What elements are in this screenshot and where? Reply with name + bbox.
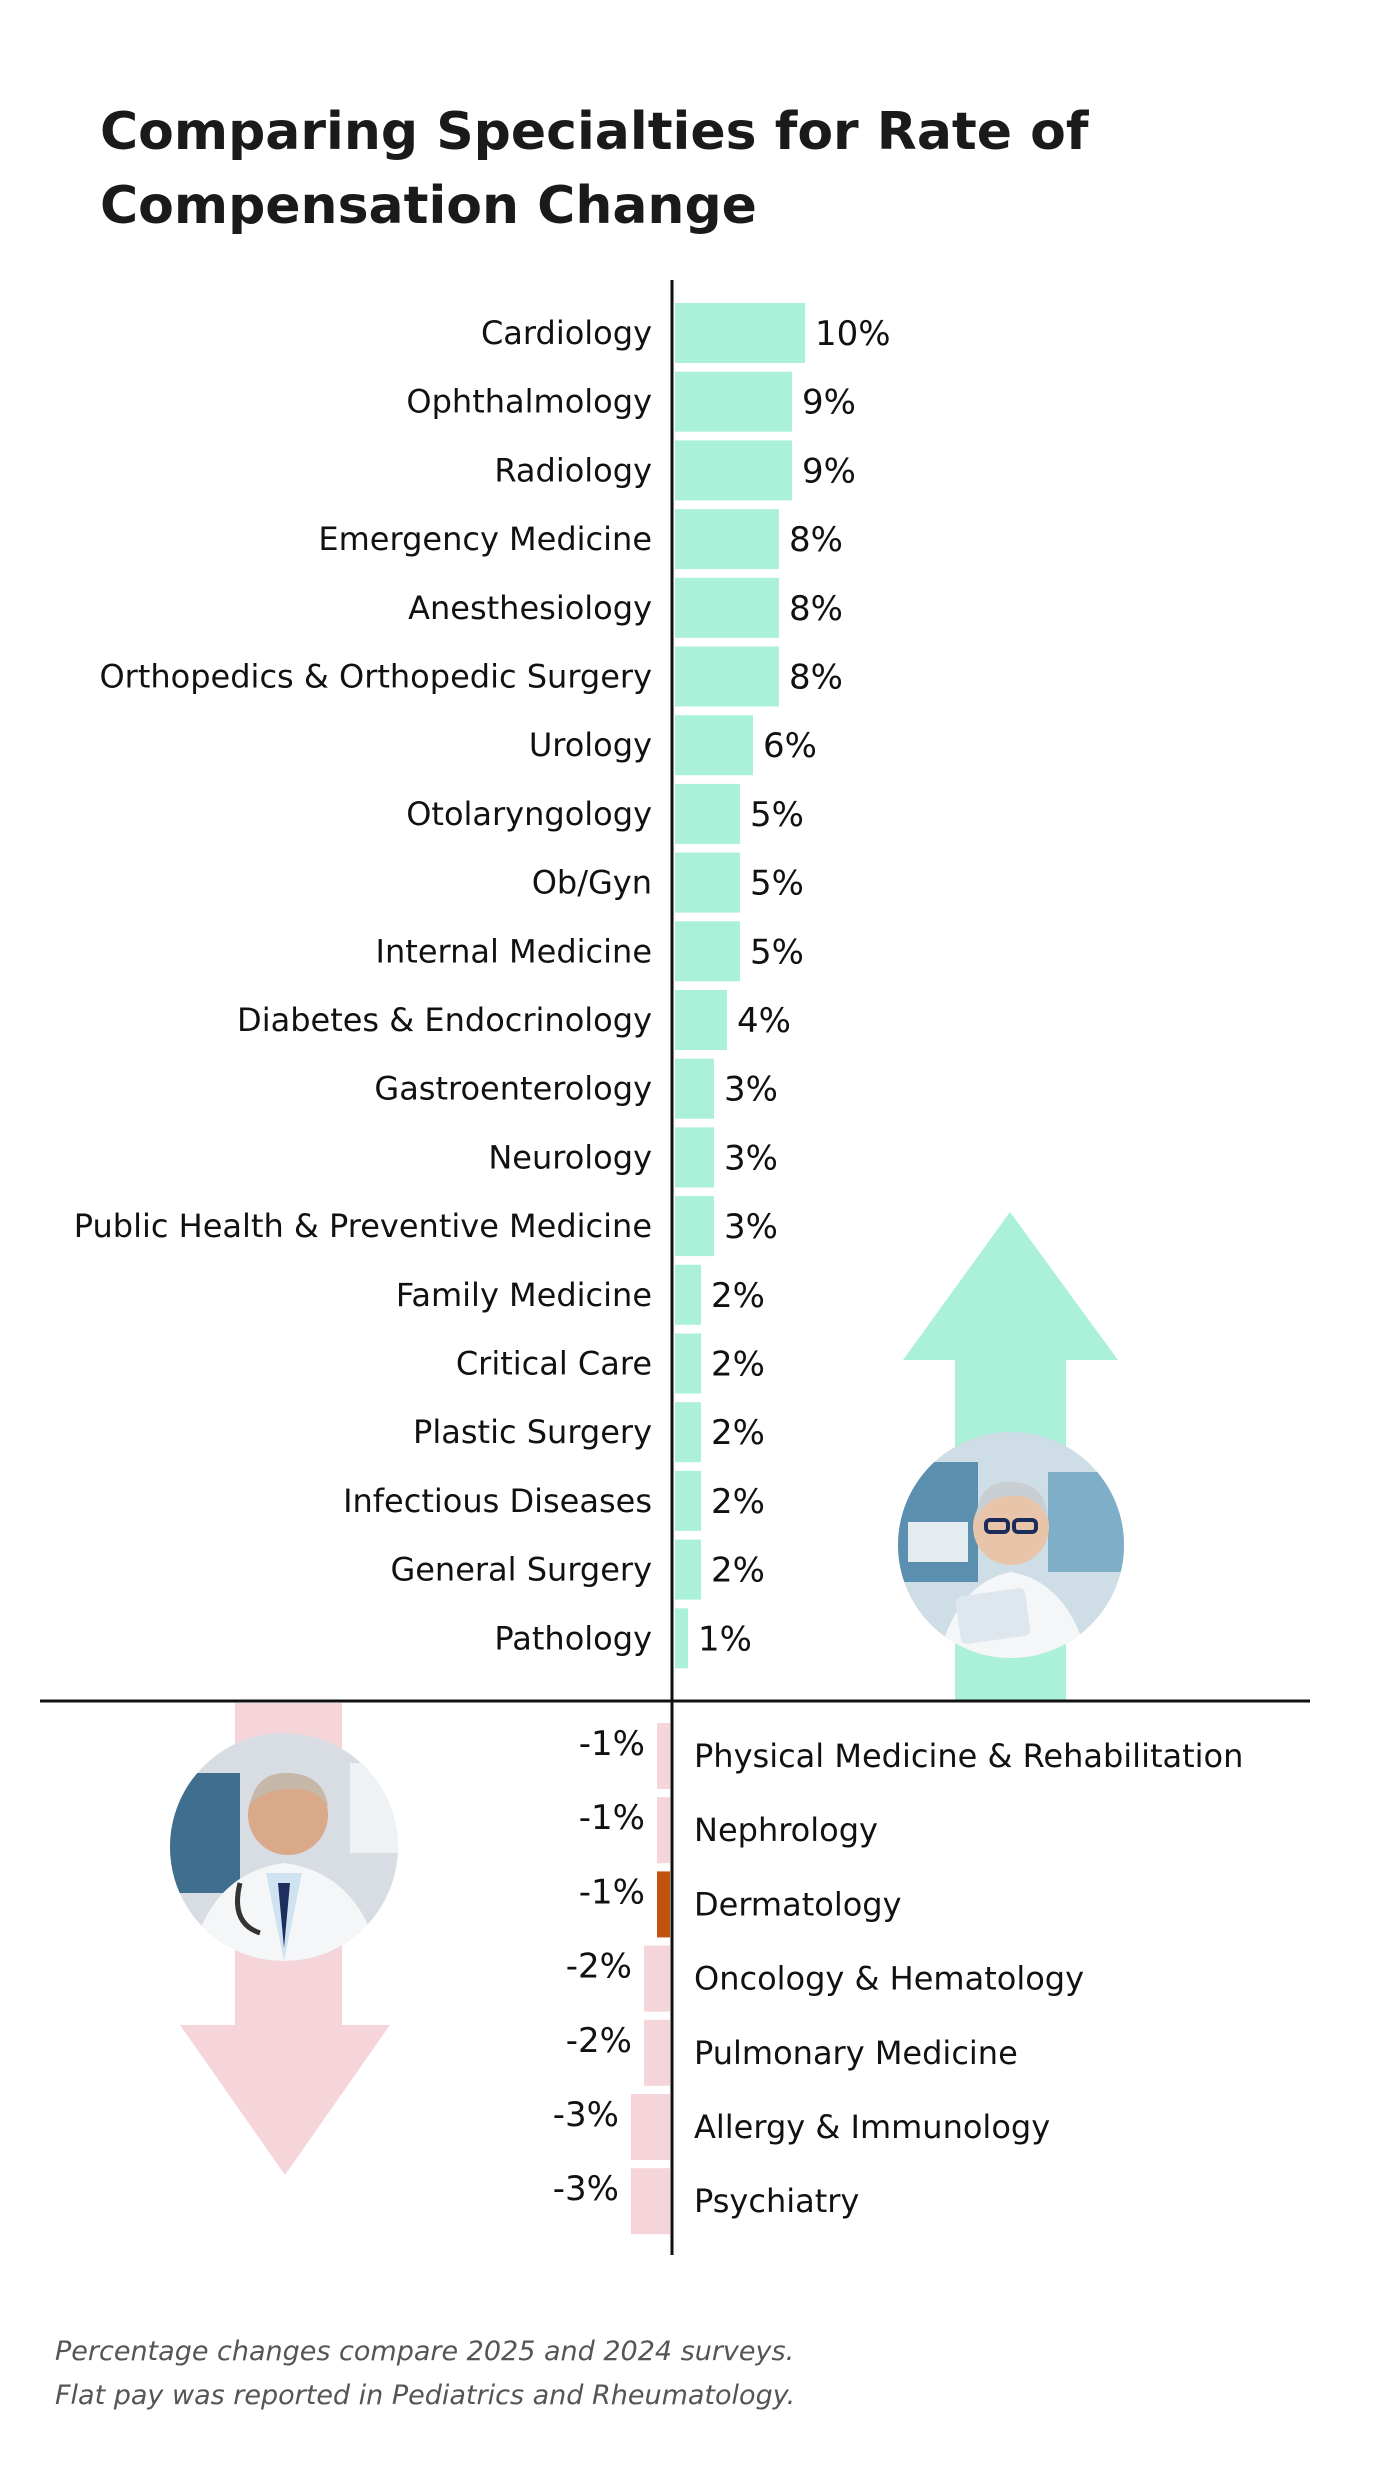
bar-nephrology bbox=[657, 1797, 670, 1864]
category-label-urology: Urology bbox=[529, 726, 652, 764]
bar-orthopedics-and-orthopedic-surgery bbox=[675, 646, 779, 707]
bar-general-surgery bbox=[675, 1539, 701, 1600]
bar-allergy-and-immunology bbox=[631, 2094, 670, 2160]
bar-dermatology bbox=[657, 1871, 670, 1938]
value-label-family-medicine: 2% bbox=[711, 1276, 765, 1316]
category-label-nephrology: Nephrology bbox=[694, 1811, 878, 1849]
value-label-plastic-surgery: 2% bbox=[711, 1413, 765, 1453]
value-label-diabetes-and-endocrinology: 4% bbox=[737, 1001, 791, 1041]
category-label-pathology: Pathology bbox=[494, 1619, 652, 1657]
value-label-otolaryngology: 5% bbox=[750, 795, 804, 835]
bar-pathology bbox=[675, 1608, 688, 1669]
value-label-physical-medicine-and-rehabilitation: -1% bbox=[579, 1724, 645, 1764]
value-label-orthopedics-and-orthopedic-surgery: 8% bbox=[789, 658, 843, 698]
value-label-gastroenterology: 3% bbox=[724, 1070, 778, 1110]
value-label-oncology-and-hematology: -2% bbox=[566, 1947, 632, 1987]
bar-infectious-diseases bbox=[675, 1470, 701, 1531]
bar-psychiatry bbox=[631, 2168, 670, 2235]
value-label-ob-gyn: 5% bbox=[750, 864, 804, 904]
value-label-urology: 6% bbox=[763, 726, 817, 766]
bar-ob-gyn bbox=[675, 852, 740, 913]
category-label-anesthesiology: Anesthesiology bbox=[408, 589, 652, 627]
value-label-pathology: 1% bbox=[698, 1619, 752, 1659]
bar-gastroenterology bbox=[675, 1058, 714, 1119]
value-label-ophthalmology: 9% bbox=[802, 383, 856, 423]
value-label-critical-care: 2% bbox=[711, 1345, 765, 1385]
value-label-neurology: 3% bbox=[724, 1138, 778, 1178]
value-label-infectious-diseases: 2% bbox=[711, 1482, 765, 1522]
category-label-radiology: Radiology bbox=[494, 451, 652, 489]
category-label-emergency-medicine: Emergency Medicine bbox=[318, 520, 652, 558]
bar-physical-medicine-and-rehabilitation bbox=[657, 1723, 670, 1789]
negative-bars: Physical Medicine & Rehabilitation -1% Nep… bbox=[553, 1723, 1243, 2235]
category-label-ob-gyn: Ob/Gyn bbox=[532, 864, 652, 902]
category-label-diabetes-and-endocrinology: Diabetes & Endocrinology bbox=[237, 1001, 652, 1039]
category-label-internal-medicine: Internal Medicine bbox=[376, 932, 652, 970]
category-label-critical-care: Critical Care bbox=[456, 1345, 652, 1383]
bar-ophthalmology bbox=[675, 371, 792, 432]
bar-family-medicine bbox=[675, 1264, 701, 1325]
category-label-pulmonary-medicine: Pulmonary Medicine bbox=[694, 2034, 1018, 2072]
male-doctor-photo bbox=[170, 1733, 398, 1961]
bar-urology bbox=[675, 715, 753, 776]
bar-diabetes-and-endocrinology bbox=[675, 990, 727, 1050]
category-label-physical-medicine-and-rehabilitation: Physical Medicine & Rehabilitation bbox=[694, 1737, 1243, 1775]
category-label-plastic-surgery: Plastic Surgery bbox=[413, 1413, 652, 1451]
value-label-internal-medicine: 5% bbox=[750, 932, 804, 972]
chart-title: Comparing Specialties for Rate of Compen… bbox=[100, 102, 1089, 236]
female-doctor-photo bbox=[898, 1432, 1124, 1658]
footnote-line-2: Flat pay was reported in Pediatrics and … bbox=[55, 2380, 796, 2411]
bar-public-health-and-preventive-medicine bbox=[675, 1196, 714, 1257]
category-label-family-medicine: Family Medicine bbox=[396, 1276, 652, 1314]
category-label-cardiology: Cardiology bbox=[481, 314, 652, 352]
category-label-oncology-and-hematology: Oncology & Hematology bbox=[694, 1960, 1084, 1998]
bar-plastic-surgery bbox=[675, 1402, 701, 1463]
bar-otolaryngology bbox=[675, 783, 740, 844]
bar-critical-care bbox=[675, 1333, 701, 1394]
value-label-general-surgery: 2% bbox=[711, 1551, 765, 1591]
category-label-dermatology: Dermatology bbox=[694, 1885, 902, 1923]
value-label-anesthesiology: 8% bbox=[789, 589, 843, 629]
bar-radiology bbox=[675, 440, 792, 501]
category-label-neurology: Neurology bbox=[488, 1138, 652, 1176]
category-label-orthopedics-and-orthopedic-surgery: Orthopedics & Orthopedic Surgery bbox=[99, 658, 652, 696]
positive-bars: Cardiology 10% Ophthalmology 9% Radiology 9% E… bbox=[74, 303, 891, 1669]
bar-cardiology bbox=[675, 303, 805, 363]
bar-neurology bbox=[675, 1127, 714, 1188]
bar-oncology-and-hematology bbox=[644, 1945, 670, 2012]
category-label-ophthalmology: Ophthalmology bbox=[406, 383, 652, 421]
value-label-dermatology: -1% bbox=[579, 1872, 645, 1912]
value-label-cardiology: 10% bbox=[815, 314, 891, 354]
bar-anesthesiology bbox=[675, 577, 779, 638]
category-label-gastroenterology: Gastroenterology bbox=[374, 1070, 652, 1108]
value-label-allergy-and-immunology: -3% bbox=[553, 2095, 619, 2135]
category-label-psychiatry: Psychiatry bbox=[694, 2182, 859, 2220]
footnote-line-1: Percentage changes compare 2025 and 2024… bbox=[55, 2336, 795, 2367]
category-label-general-surgery: General Surgery bbox=[390, 1551, 652, 1589]
value-label-emergency-medicine: 8% bbox=[789, 520, 843, 560]
footnote: Percentage changes compare 2025 and 2024… bbox=[55, 2330, 795, 2418]
value-label-nephrology: -1% bbox=[579, 1798, 645, 1838]
category-label-infectious-diseases: Infectious Diseases bbox=[343, 1482, 652, 1520]
value-label-pulmonary-medicine: -2% bbox=[566, 2021, 632, 2061]
bar-pulmonary-medicine bbox=[644, 2019, 670, 2086]
category-label-public-health-and-preventive-medicine: Public Health & Preventive Medicine bbox=[74, 1207, 652, 1245]
value-label-psychiatry: -3% bbox=[553, 2169, 619, 2209]
bar-internal-medicine bbox=[675, 921, 740, 982]
category-label-allergy-and-immunology: Allergy & Immunology bbox=[694, 2108, 1050, 2146]
value-label-radiology: 9% bbox=[802, 451, 856, 491]
value-label-public-health-and-preventive-medicine: 3% bbox=[724, 1207, 778, 1247]
category-label-otolaryngology: Otolaryngology bbox=[406, 795, 652, 833]
bar-emergency-medicine bbox=[675, 509, 779, 570]
